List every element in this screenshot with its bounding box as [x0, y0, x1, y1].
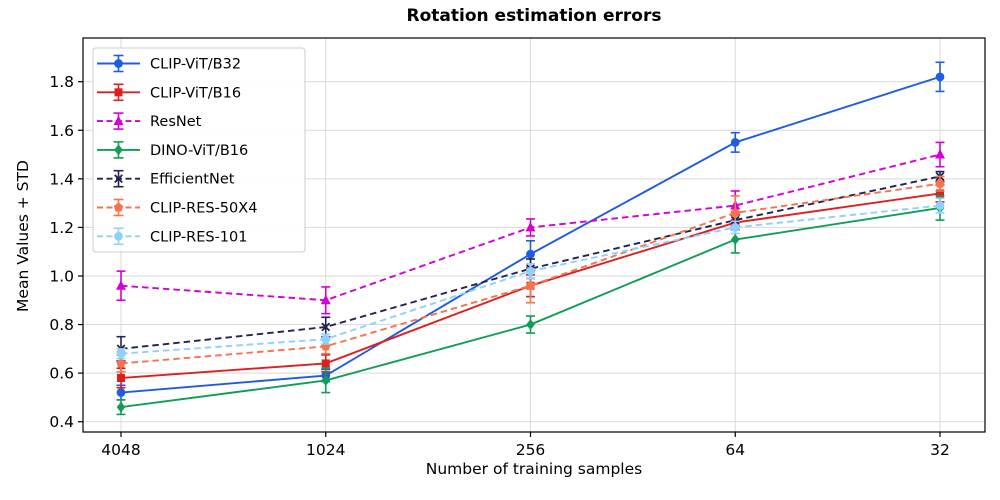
series-line — [120, 182, 941, 365]
legend-label: CLIP-RES-50X4 — [150, 201, 257, 217]
legend-label: CLIP-RES-101 — [150, 229, 248, 245]
y-tick-label: 0.8 — [49, 316, 74, 334]
y-tick-label: 1.0 — [49, 267, 74, 285]
x-tick-label: 4048 — [101, 441, 140, 459]
legend-item-CLIP-ViT/B16: CLIP-ViT/B16 — [97, 83, 241, 101]
legend-label: EfficientNet — [150, 172, 235, 188]
y-axis-label: Mean Values + STD — [14, 160, 32, 312]
x-tick-label: 32 — [930, 441, 950, 459]
x-tick-label: 256 — [516, 441, 546, 459]
legend-item-DINO-ViT/B16: DINO-ViT/B16 — [97, 141, 248, 159]
y-tick-label: 1.4 — [49, 170, 74, 188]
series-line — [120, 175, 941, 350]
y-tick-label: 1.6 — [49, 122, 74, 140]
chart-title: Rotation estimation errors — [406, 6, 662, 26]
legend-box — [92, 47, 306, 253]
legend-label: DINO-ViT/B16 — [150, 143, 248, 159]
y-tick-label: 0.6 — [49, 365, 74, 383]
legend-item-ResNet: ResNet — [97, 112, 202, 130]
legend-item-CLIP-RES-50X4: CLIP-RES-50X4 — [97, 198, 257, 217]
series-CLIP-RES-101 — [116, 197, 945, 360]
plot-border — [82, 37, 986, 433]
series-ResNet — [116, 141, 945, 315]
x-axis-label: Number of training samples — [425, 460, 643, 478]
x-tick-label: 1024 — [306, 441, 345, 459]
legend: CLIP-ViT/B32 CLIP-ViT/B16 ResNet DINO-ViT/B… — [92, 47, 306, 253]
y-tick-label: 1.2 — [49, 219, 74, 237]
legend-item-EfficientNet: EfficientNet — [97, 169, 235, 188]
x-tick-label: 64 — [725, 441, 745, 459]
legend-item-CLIP-RES-101: CLIP-RES-101 — [97, 227, 248, 245]
legend-label: CLIP-ViT/B16 — [150, 85, 241, 101]
y-tick-label: 0.4 — [49, 413, 74, 431]
legend-item-CLIP-ViT/B32: CLIP-ViT/B32 — [97, 54, 241, 73]
legend-label: CLIP-ViT/B32 — [150, 57, 241, 73]
legend-label: ResNet — [150, 114, 202, 130]
y-tick-label: 1.8 — [49, 73, 74, 91]
